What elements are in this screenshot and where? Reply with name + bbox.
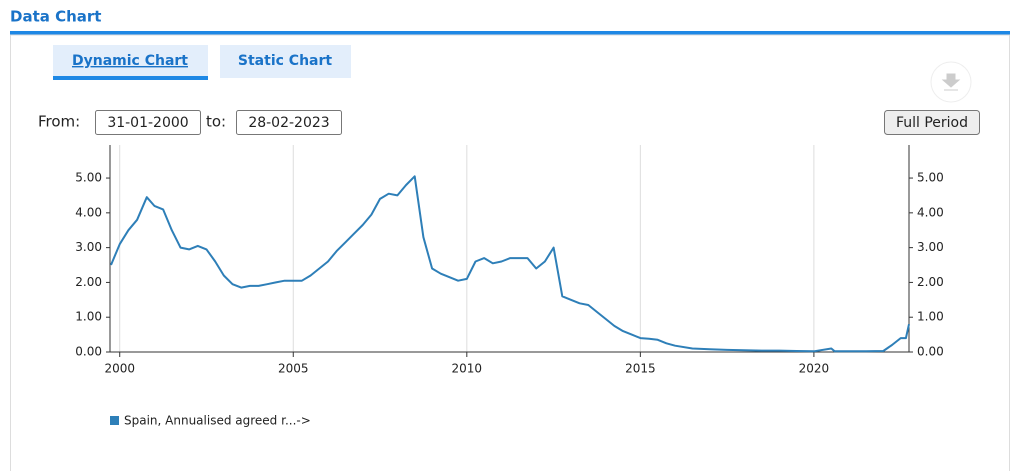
y-tick-label: 3.00	[75, 240, 102, 254]
y-tick-label: 2.00	[75, 275, 102, 289]
tab-label[interactable]: Dynamic Chart	[72, 53, 188, 69]
to-label: to:	[206, 113, 226, 131]
button-label[interactable]: Full Period	[896, 115, 968, 131]
y2-tick-label: 0.00	[917, 345, 944, 359]
y-tick-label: 4.00	[75, 205, 102, 219]
y-tick-label: 0.00	[75, 345, 102, 359]
y2-tick-label: 2.00	[917, 275, 944, 289]
series-line	[110, 175, 910, 353]
to-input[interactable]	[236, 110, 342, 135]
y2-tick-label: 5.00	[917, 171, 944, 185]
tab-active[interactable]	[53, 45, 208, 78]
tab-label[interactable]: Static Chart	[238, 53, 332, 69]
legend-swatch	[110, 416, 119, 425]
download-icon	[941, 73, 961, 91]
x-tick-label: 2015	[625, 362, 656, 376]
title-rule	[10, 31, 1010, 35]
full-period-button[interactable]	[884, 110, 980, 135]
x-tick-label: 2010	[452, 362, 483, 376]
y2-tick-label: 1.00	[917, 310, 944, 324]
from-label: From:	[38, 113, 80, 131]
y2-tick-label: 3.00	[917, 240, 944, 254]
x-tick-label: 2005	[278, 362, 309, 376]
from-input[interactable]	[95, 110, 201, 135]
y-tick-label: 5.00	[75, 171, 102, 185]
section-title: Data Chart	[10, 8, 101, 26]
panel	[10, 34, 1010, 475]
plot: 2000 2005 2010 2015 2020 0.00 1.00 2.00 3.00 4.00…	[75, 145, 944, 428]
to-value: 28-02-2023	[248, 115, 329, 131]
y2-tick-label: 4.00	[917, 205, 944, 219]
from-value: 31-01-2000	[107, 115, 188, 131]
tab[interactable]	[220, 45, 351, 78]
x-tick-label: 2000	[104, 362, 135, 376]
tab-underline	[53, 76, 208, 80]
legend-label: Spain, Annualised agreed r...->	[124, 414, 311, 428]
y-tick-label: 1.00	[75, 310, 102, 324]
x-tick-label: 2020	[799, 362, 830, 376]
